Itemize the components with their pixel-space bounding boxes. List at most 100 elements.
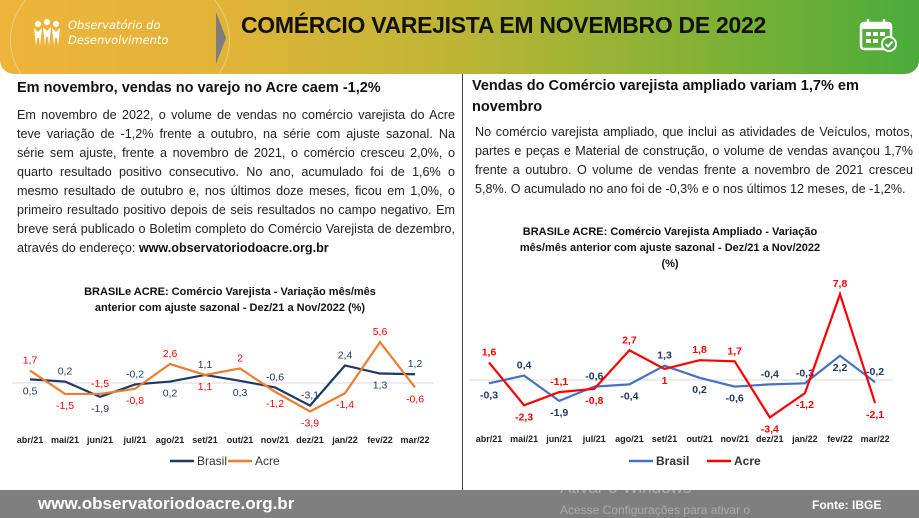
x-tick-label: dez/21: [296, 435, 324, 445]
page-title: COMÉRCIO VAREJISTA EM NOVEMBRO DE 2022: [241, 12, 766, 38]
x-tick-label: abr/21: [17, 435, 44, 445]
data-label: -1,4: [336, 399, 354, 411]
footer-url[interactable]: www.observatoriodoacre.org.br: [38, 494, 295, 513]
data-label: 0,3: [233, 387, 248, 399]
data-label: -0,8: [126, 395, 144, 407]
logo-line2: Desenvolvimento: [68, 33, 169, 47]
left-paragraph-text: Em novembro de 2022, o volume de vendas …: [17, 108, 455, 255]
x-tick-label: jan/22: [331, 435, 358, 445]
right-chart-title: BRASILe ACRE: Comércio Varejista Ampliad…: [470, 224, 870, 272]
x-tick-label: ago/21: [615, 434, 644, 444]
data-label: 0,5: [23, 385, 38, 397]
x-tick-label: set/21: [652, 434, 678, 444]
x-tick-label: out/21: [686, 434, 713, 444]
legend-label: Brasil: [656, 454, 689, 468]
data-label: 1,6: [482, 346, 497, 358]
data-label: 2,4: [338, 349, 353, 361]
arrow-icon: [216, 12, 226, 64]
x-tick-label: fev/22: [827, 434, 853, 444]
data-label: -0,6: [585, 371, 603, 383]
left-paragraph: Em novembro de 2022, o volume de vendas …: [17, 106, 455, 258]
left-heading: Em novembro, vendas no varejo no Acre ca…: [17, 80, 381, 96]
x-tick-label: jul/21: [122, 435, 146, 445]
data-label: -0,8: [585, 395, 603, 407]
right-paragraph: No comércio varejista ampliado, que incl…: [475, 125, 913, 196]
series-line-brasil: [488, 354, 876, 403]
x-tick-label: nov/21: [720, 434, 749, 444]
data-label: 1,2: [408, 358, 423, 370]
data-label: 1,8: [692, 344, 707, 356]
series-line-acre: [488, 290, 877, 419]
data-label: 1,1: [198, 381, 213, 393]
right-line-chart: abr/21 mai/21 jun/21 jul/21 ago/21 set/21 out/…: [469, 278, 893, 468]
observatorio-link[interactable]: www.observatoriodoacre.org.br: [138, 241, 329, 255]
data-label: 2,7: [622, 334, 637, 346]
x-tick-label: mar/22: [861, 434, 890, 444]
header-banner: Observatório do Desenvolvimento COMÉRCIO …: [0, 0, 919, 74]
data-label: -0,6: [266, 371, 284, 383]
x-tick-label: out/21: [227, 435, 254, 445]
data-label: 1,3: [657, 350, 672, 362]
data-label: -1,1: [550, 376, 568, 388]
data-label: -0,4: [620, 390, 638, 402]
logo: Observatório do Desenvolvimento: [32, 18, 168, 48]
data-label: -1,5: [56, 400, 74, 412]
windows-watermark: Ativar o Windows: [560, 478, 692, 497]
data-label: 7,8: [833, 278, 848, 290]
data-label: 1,7: [727, 345, 742, 357]
data-label: -1,2: [796, 399, 814, 411]
x-tick-label: fev/22: [367, 435, 393, 445]
data-label: -2,1: [866, 409, 884, 421]
people-logo-icon: [34, 19, 60, 46]
series-line-acre: [29, 340, 416, 413]
footer: www.observatoriodoacre.org.br Fonte: IBG…: [0, 490, 919, 518]
data-label: 1: [662, 375, 668, 387]
data-label: -0,2: [126, 368, 144, 380]
x-tick-label: jun/21: [86, 435, 113, 445]
x-tick-label: ago/21: [156, 435, 185, 445]
data-label: 2,6: [163, 348, 178, 360]
data-label: 0,2: [58, 366, 73, 378]
left-chart-title: BRASILe ACRE: Comércio Varejista - Varia…: [20, 284, 440, 316]
data-label: -1,5: [91, 378, 109, 390]
data-label: 0,2: [692, 384, 707, 396]
right-chart-title-line: (%): [661, 258, 679, 270]
column-divider: [462, 74, 463, 490]
data-label: -3,1: [301, 390, 319, 402]
x-tick-label: set/21: [192, 435, 218, 445]
x-tick-label: jul/21: [582, 434, 606, 444]
data-label: -1,9: [550, 407, 568, 419]
data-label: -3,9: [301, 417, 319, 429]
footer-source: Fonte: IBGE: [812, 498, 882, 512]
windows-watermark-sub: Acesse Configurações para ativar o: [560, 503, 751, 517]
data-label: 2,2: [833, 362, 848, 374]
data-label: -0,6: [726, 393, 744, 405]
x-tick-label: nov/21: [261, 435, 290, 445]
x-tick-label: mar/22: [400, 435, 429, 445]
x-tick-label: jan/22: [791, 434, 818, 444]
left-line-chart: abr/21 mai/21 jun/21 jul/21 ago/21 set/21 out/…: [12, 326, 434, 468]
data-label: 5,6: [373, 326, 388, 338]
right-heading: Vendas do Comércio varejista ampliado va…: [472, 78, 859, 115]
data-label: -0,4: [761, 368, 779, 380]
data-label: -0,3: [480, 389, 498, 401]
logo-line1: Observatório do: [68, 18, 161, 32]
data-label: -1,9: [91, 403, 109, 415]
left-chart-title-line: BRASILe ACRE: Comércio Varejista - Varia…: [84, 286, 376, 298]
data-label: -2,3: [515, 411, 533, 423]
x-tick-label: jun/21: [545, 434, 572, 444]
data-label: 2: [237, 352, 243, 364]
calendar-check-icon: [859, 19, 897, 52]
right-chart-title-line: BRASILe ACRE: Comércio Varejista Ampliad…: [522, 226, 818, 238]
x-tick-label: mai/21: [51, 435, 79, 445]
data-label: 1,3: [373, 380, 388, 392]
left-chart-title-line: anterior com ajuste sazonal - Dez/21 a N…: [94, 302, 366, 314]
x-tick-label: mai/21: [510, 434, 538, 444]
right-chart-title-line: mês/mês anterior com ajuste sazonal - De…: [519, 242, 821, 254]
legend-label: Brasil: [197, 454, 227, 468]
x-tick-label: dez/21: [756, 434, 784, 444]
data-label: 1,1: [198, 359, 213, 371]
data-label: -0,2: [866, 366, 884, 378]
data-label: -3,4: [761, 423, 779, 435]
decorative-wave: [10, 0, 230, 74]
